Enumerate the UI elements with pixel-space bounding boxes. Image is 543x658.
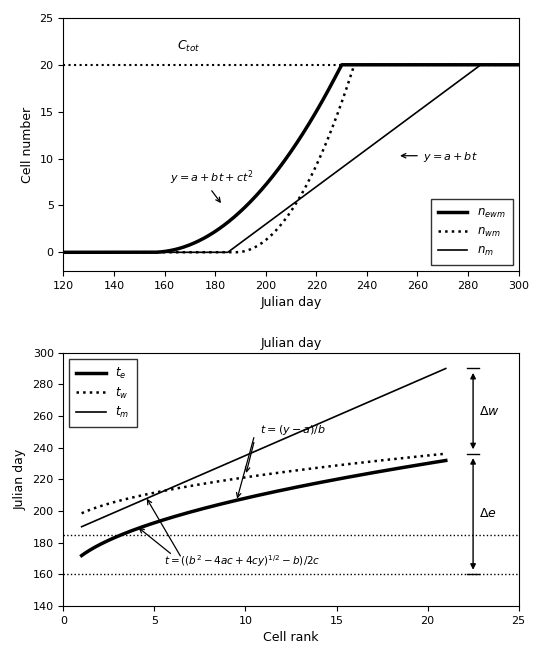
Title: Julian day: Julian day [261,337,321,350]
Text: $C_{tot}$: $C_{tot}$ [177,38,200,53]
$t_m$ [434,368,440,376]
$t_w$ [443,449,449,457]
$t_e$ [443,457,449,465]
Text: $y = a + bt + ct^2$: $y = a + bt + ct^2$ [169,169,253,188]
Line: $t_e$: $t_e$ [81,461,446,555]
Text: $t = (y - a) / b$: $t = (y - a) / b$ [260,423,326,438]
$t_m$ [251,447,258,455]
$t_w$ [254,472,260,480]
$t_w$ [78,509,85,517]
$t_m$ [254,447,260,455]
Text: $\Delta w$: $\Delta w$ [478,405,500,418]
Line: $t_m$: $t_m$ [81,368,446,526]
$t_m$ [377,393,383,401]
$t_w$ [377,457,383,465]
$t_m$ [295,428,301,436]
Y-axis label: Julian day: Julian day [14,449,27,510]
Line: $t_w$: $t_w$ [81,453,446,513]
$t_e$ [275,487,282,495]
X-axis label: Julian day: Julian day [261,296,321,309]
Legend: $n_{ewm}$, $n_{wm}$, $n_m$: $n_{ewm}$, $n_{wm}$, $n_m$ [431,199,513,265]
$t_m$ [78,522,85,530]
$t_e$ [377,467,383,475]
X-axis label: Cell rank: Cell rank [263,631,319,644]
$t_m$ [275,437,282,445]
Text: $\Delta e$: $\Delta e$ [478,507,496,520]
$t_w$ [251,472,258,480]
$t_w$ [434,451,440,459]
$t_e$ [254,492,260,499]
$t_e$ [78,551,85,559]
$t_e$ [434,458,440,466]
Text: $t = ((b^2 - 4ac + 4cy)^{1/2} - b) / 2c$: $t = ((b^2 - 4ac + 4cy)^{1/2} - b) / 2c$ [163,553,320,569]
Text: $y = a + bt$: $y = a + bt$ [422,151,477,164]
$t_w$ [275,468,282,476]
$t_e$ [251,492,258,500]
$t_e$ [295,483,301,491]
Legend: $t_e$, $t_w$, $t_m$: $t_e$, $t_w$, $t_m$ [70,359,136,428]
$t_w$ [295,467,301,474]
$t_m$ [443,365,449,372]
Y-axis label: Cell number: Cell number [21,107,34,182]
